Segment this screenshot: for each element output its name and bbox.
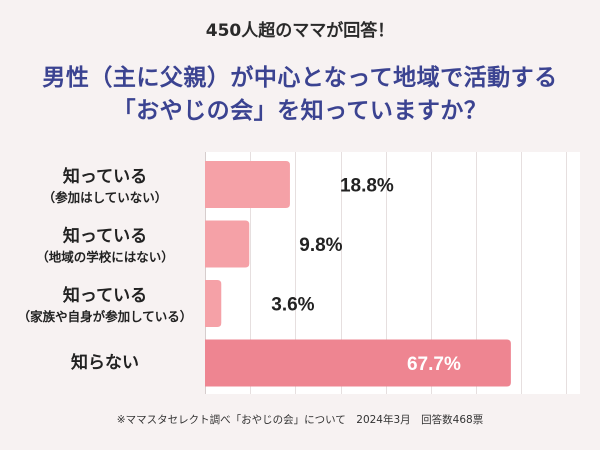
category-label: 知っている — [62, 285, 147, 306]
category-sublabel: （家族や自身が参加している） — [18, 309, 193, 324]
survey-kicker: 450人超のママが回答！ — [205, 21, 395, 41]
bar — [205, 220, 250, 268]
chart-title-line-2: 「おやじの会」を知っていますか？ — [112, 98, 488, 124]
source-note: ※ママスタセレクト調べ「おやじの会」について 2024年3月 回答数468票 — [116, 414, 484, 426]
category-label: 知っている — [62, 166, 147, 187]
category-labels: 知っている （参加はしていない） 知っている （地域の学校にはない） 知っている （家族や… — [18, 166, 193, 373]
bar — [205, 161, 290, 208]
bar — [205, 339, 511, 387]
category-sublabel: （参加はしていない） — [43, 190, 168, 205]
bars — [205, 161, 511, 387]
bar — [205, 280, 222, 327]
category-sublabel: （地域の学校にはない） — [36, 250, 174, 265]
data-label: 9.8% — [299, 235, 342, 256]
data-label: 67.7% — [407, 354, 461, 375]
data-label: 3.6% — [271, 295, 314, 316]
category-label: 知らない — [70, 352, 139, 373]
chart-title: 男性（主に父親）が中心となって地域で活動する 「おやじの会」を知っていますか？ — [0, 62, 600, 128]
data-label: 18.8% — [340, 176, 394, 197]
category-label: 知っている — [62, 226, 147, 247]
chart-title-line-1: 男性（主に父親）が中心となって地域で活動する — [42, 65, 558, 91]
data-labels: 18.8% 9.8% 3.6% 67.7% — [271, 176, 461, 376]
